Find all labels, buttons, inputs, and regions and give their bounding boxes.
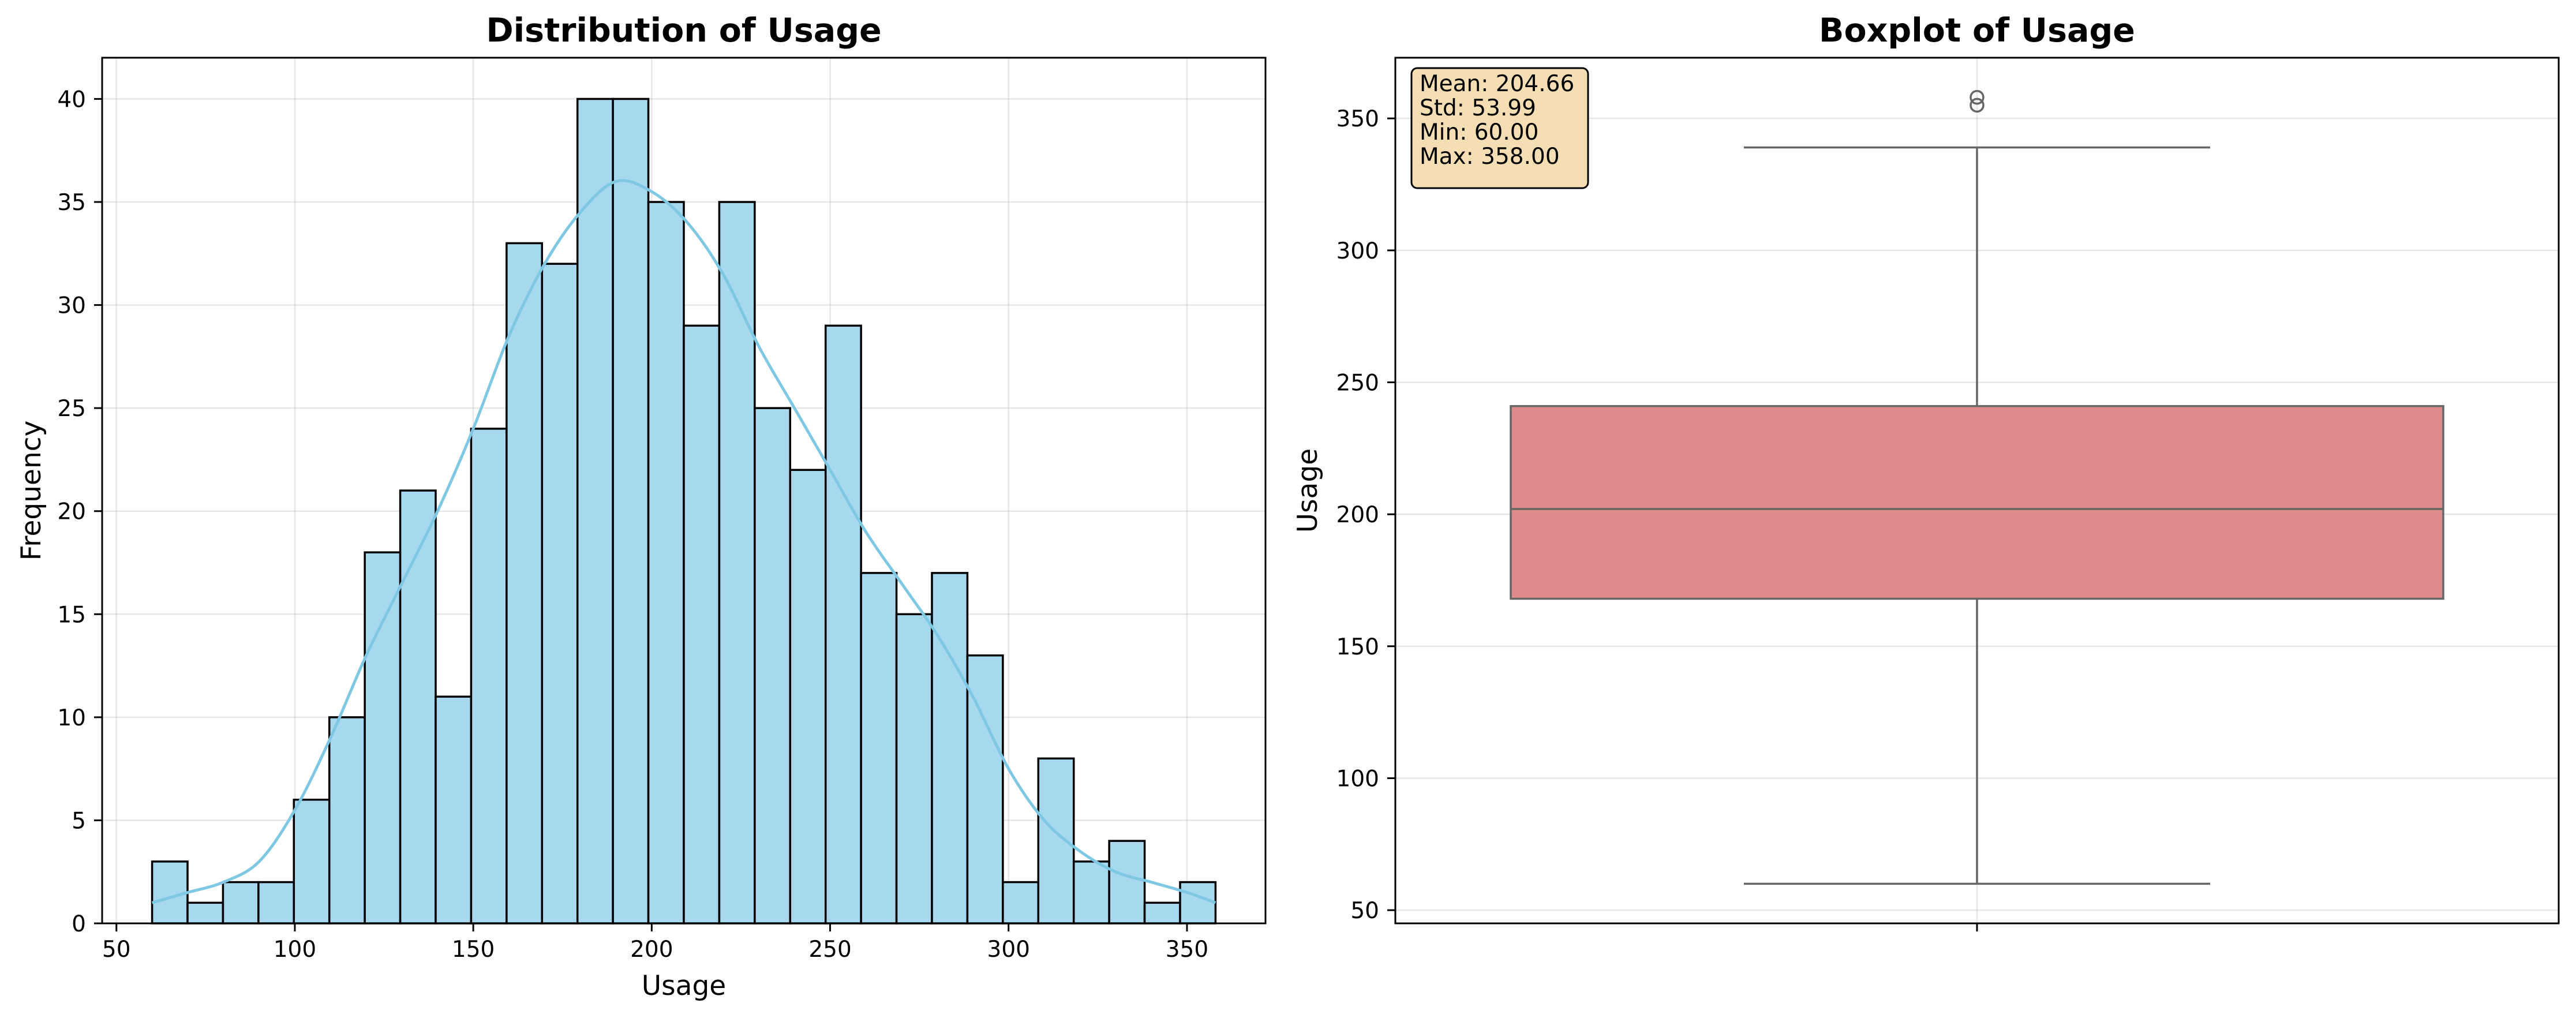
histogram-bar — [860, 572, 898, 925]
kde-curve — [151, 179, 1216, 904]
y-tick-label: 30 — [57, 293, 86, 319]
y-tick-label: 5 — [72, 808, 86, 834]
x-tick-label: 150 — [452, 937, 495, 963]
histogram-bar — [576, 98, 614, 925]
histogram-bar — [186, 901, 224, 925]
boxplot-y-axis-label: Usage — [1292, 448, 1324, 533]
histogram-x-axis-label: Usage — [642, 970, 726, 1002]
boxplot-chart: 50 100 150 200 250 300 350 Mean: 204.66 Std: 5… — [1292, 12, 2560, 931]
histogram-bar — [789, 469, 827, 925]
histogram-bar — [1072, 860, 1110, 925]
histogram-bar — [328, 716, 366, 925]
histogram-bar — [718, 201, 756, 925]
histogram-chart: 50 100 150 200 250 300 350 0 5 10 15 20 25 30 35 40 Di… — [16, 12, 1267, 1002]
y-tick-label: 10 — [57, 705, 86, 731]
histogram-bar — [895, 613, 933, 925]
y-tick-label: 35 — [57, 190, 86, 216]
y-tick-label: 350 — [1336, 106, 1379, 132]
histogram-bar — [399, 489, 437, 925]
y-tick-label: 150 — [1336, 634, 1379, 660]
boxplot-y-ticks: 50 100 150 200 250 300 350 — [1336, 106, 1395, 924]
y-tick-label: 15 — [57, 602, 86, 628]
boxplot-title: Boxplot of Usage — [1819, 12, 2135, 50]
x-tick-label: 300 — [987, 937, 1030, 963]
histogram-bar — [435, 695, 473, 925]
histogram-bar — [293, 798, 331, 925]
histogram-x-ticks: 50 100 150 200 250 300 350 — [102, 923, 1208, 963]
x-tick-label: 250 — [808, 937, 851, 963]
y-tick-label: 300 — [1336, 238, 1379, 264]
histogram-bar — [1143, 901, 1181, 925]
histogram-bar — [506, 242, 544, 925]
histogram-bar — [364, 551, 402, 925]
histogram-bar — [470, 428, 508, 925]
histogram-bar — [931, 572, 969, 925]
histogram-bars — [151, 98, 1217, 925]
y-tick-label: 100 — [1336, 766, 1379, 792]
histogram-bar — [612, 98, 650, 925]
y-tick-label: 200 — [1336, 502, 1379, 528]
stats-mean: Mean: 204.66 — [1420, 71, 1574, 97]
y-tick-label: 20 — [57, 499, 86, 525]
x-tick-label: 350 — [1166, 937, 1208, 963]
y-tick-label: 25 — [57, 396, 86, 422]
interquartile-box — [1510, 405, 2444, 600]
stats-min: Min: 60.00 — [1420, 119, 1538, 145]
x-tick-label: 200 — [630, 937, 673, 963]
histogram-bar — [541, 263, 579, 925]
histogram-bar — [1179, 881, 1217, 925]
histogram-bar — [257, 881, 295, 925]
outlier-point — [1970, 98, 1985, 113]
histogram-bar — [683, 324, 721, 925]
histogram-bar — [222, 881, 260, 925]
outlier-point — [1970, 89, 1985, 105]
stats-box: Mean: 204.66 Std: 53.99 Min: 60.00 Max: … — [1410, 67, 1589, 189]
histogram-bar — [647, 201, 685, 925]
histogram-y-axis-label: Frequency — [16, 421, 47, 561]
stats-box-background — [1410, 67, 1589, 189]
histogram-bar — [1108, 840, 1146, 925]
outlier-points — [1970, 89, 1985, 113]
y-tick-label: 250 — [1336, 370, 1379, 396]
histogram-bar — [1002, 881, 1040, 925]
histogram-bar — [754, 407, 792, 925]
histogram-y-ticks: 0 5 10 15 20 25 30 35 40 — [57, 87, 102, 937]
histogram-bar — [824, 324, 862, 925]
y-tick-label: 0 — [72, 911, 86, 937]
histogram-title: Distribution of Usage — [486, 12, 881, 50]
x-tick-label: 50 — [102, 937, 131, 963]
histogram-plot-frame — [101, 57, 1267, 925]
y-tick-label: 40 — [57, 87, 86, 113]
y-tick-label: 50 — [1350, 898, 1379, 924]
stats-std: Std: 53.99 — [1420, 95, 1536, 121]
x-tick-label: 100 — [274, 937, 316, 963]
stats-max: Max: 358.00 — [1420, 144, 1560, 170]
histogram-bar — [151, 860, 189, 925]
